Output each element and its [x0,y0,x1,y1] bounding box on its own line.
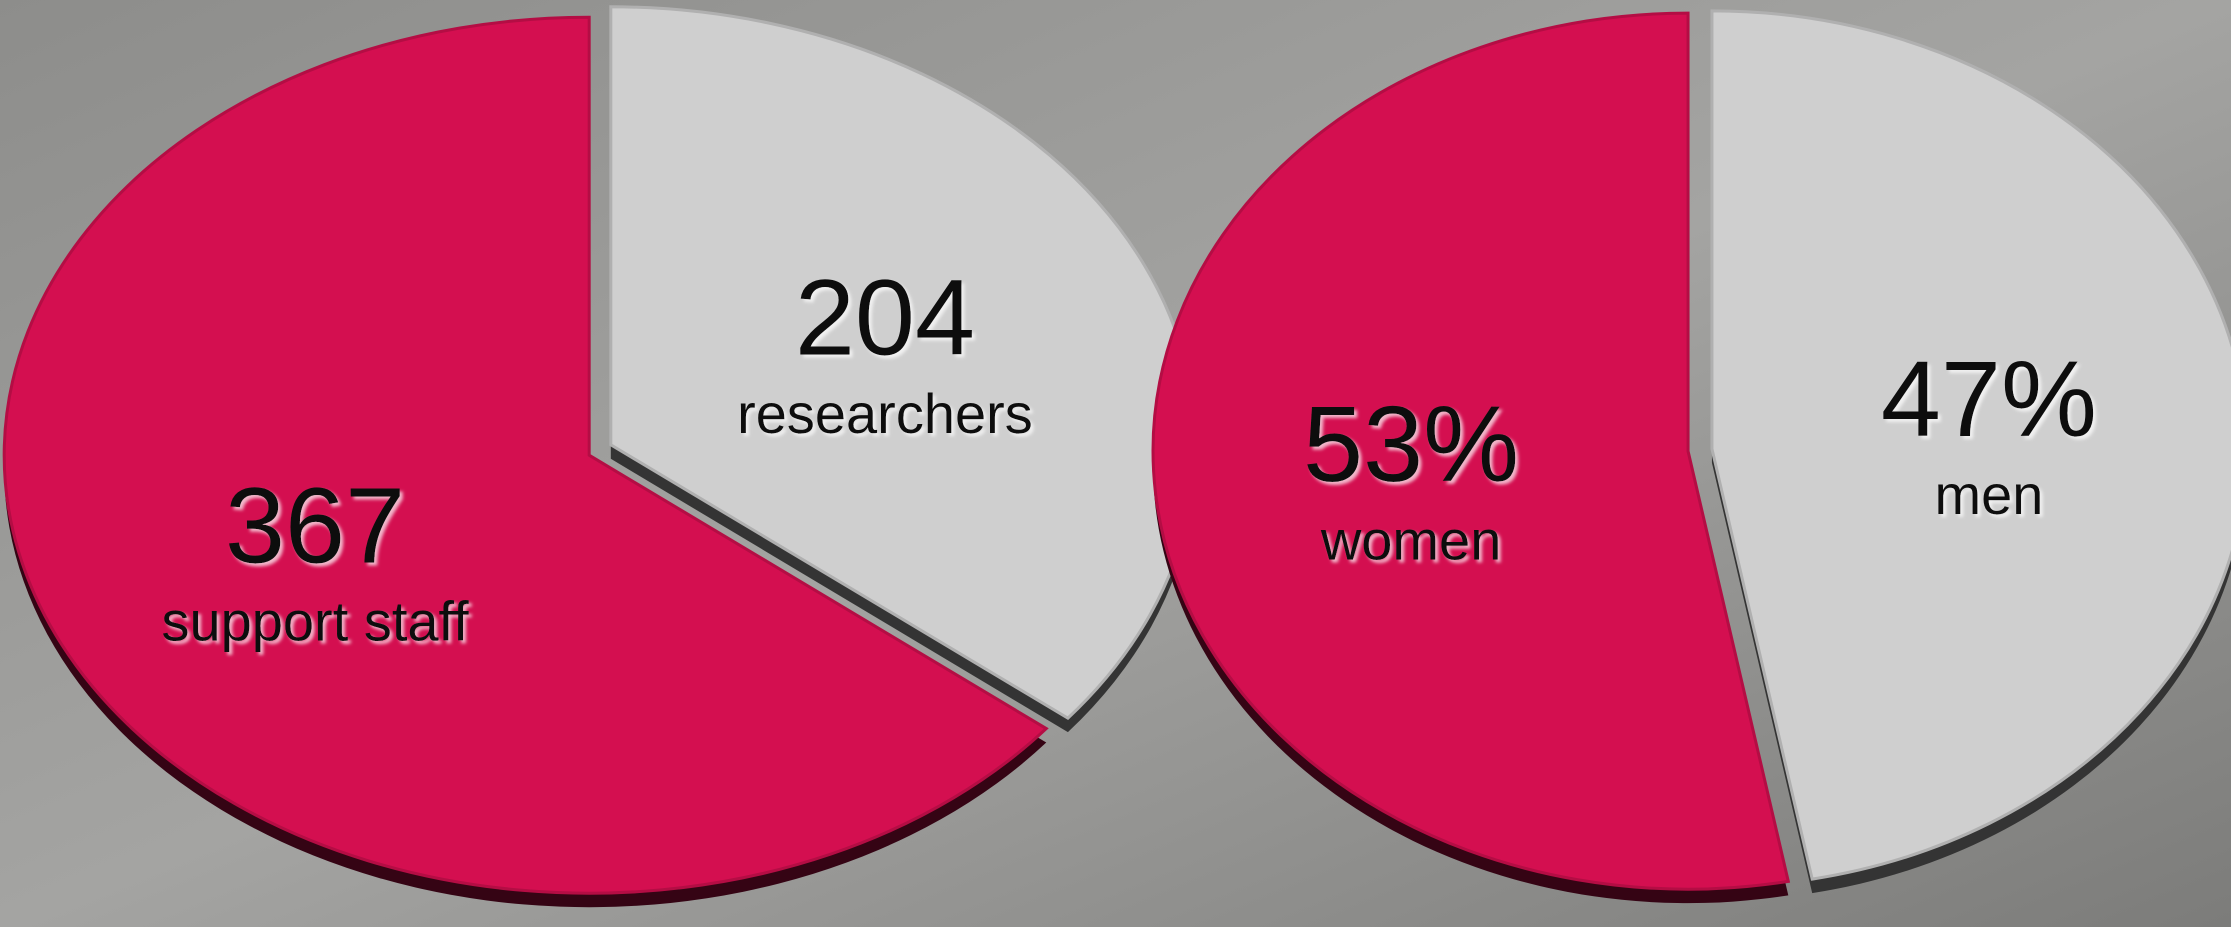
category-label: women [1320,508,1502,571]
pie-slice [609,5,1198,721]
pie-slice [1710,9,2231,881]
value-label: 53% [1303,383,1519,504]
category-label: support staff [161,590,469,653]
value-label: 47% [1881,338,2097,459]
category-label: men [1934,463,2043,526]
value-label: 204 [795,257,975,378]
pie-slice [2,15,1049,895]
category-label: researchers [737,382,1033,445]
pie-slice [1151,11,1791,891]
value-label: 367 [225,464,405,585]
